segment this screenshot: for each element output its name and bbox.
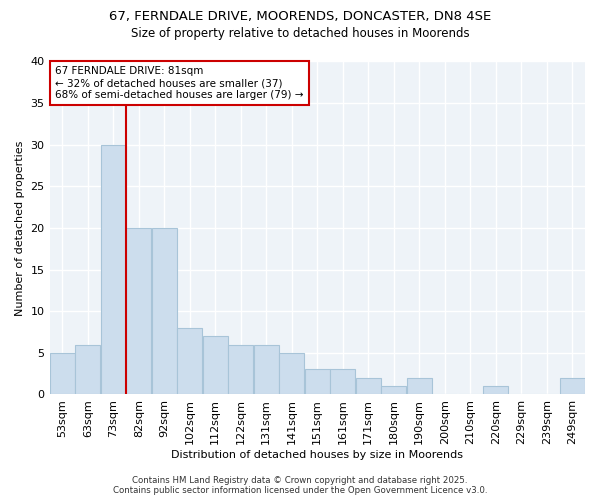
X-axis label: Distribution of detached houses by size in Moorends: Distribution of detached houses by size …	[171, 450, 463, 460]
Text: Size of property relative to detached houses in Moorends: Size of property relative to detached ho…	[131, 28, 469, 40]
Bar	[178, 328, 202, 394]
Bar	[76, 344, 100, 395]
Y-axis label: Number of detached properties: Number of detached properties	[15, 140, 25, 316]
Bar	[484, 386, 508, 394]
Bar	[305, 370, 329, 394]
Text: 67, FERNDALE DRIVE, MOORENDS, DONCASTER, DN8 4SE: 67, FERNDALE DRIVE, MOORENDS, DONCASTER,…	[109, 10, 491, 23]
Bar	[280, 353, 304, 395]
Text: 67 FERNDALE DRIVE: 81sqm
← 32% of detached houses are smaller (37)
68% of semi-d: 67 FERNDALE DRIVE: 81sqm ← 32% of detach…	[55, 66, 304, 100]
Bar	[560, 378, 584, 394]
Text: Contains HM Land Registry data © Crown copyright and database right 2025.
Contai: Contains HM Land Registry data © Crown c…	[113, 476, 487, 495]
Bar	[50, 353, 74, 395]
Bar	[152, 228, 176, 394]
Bar	[101, 144, 125, 394]
Bar	[356, 378, 380, 394]
Bar	[382, 386, 406, 394]
Bar	[331, 370, 355, 394]
Bar	[407, 378, 431, 394]
Bar	[254, 344, 278, 395]
Bar	[127, 228, 151, 394]
Bar	[203, 336, 227, 394]
Bar	[229, 344, 253, 395]
